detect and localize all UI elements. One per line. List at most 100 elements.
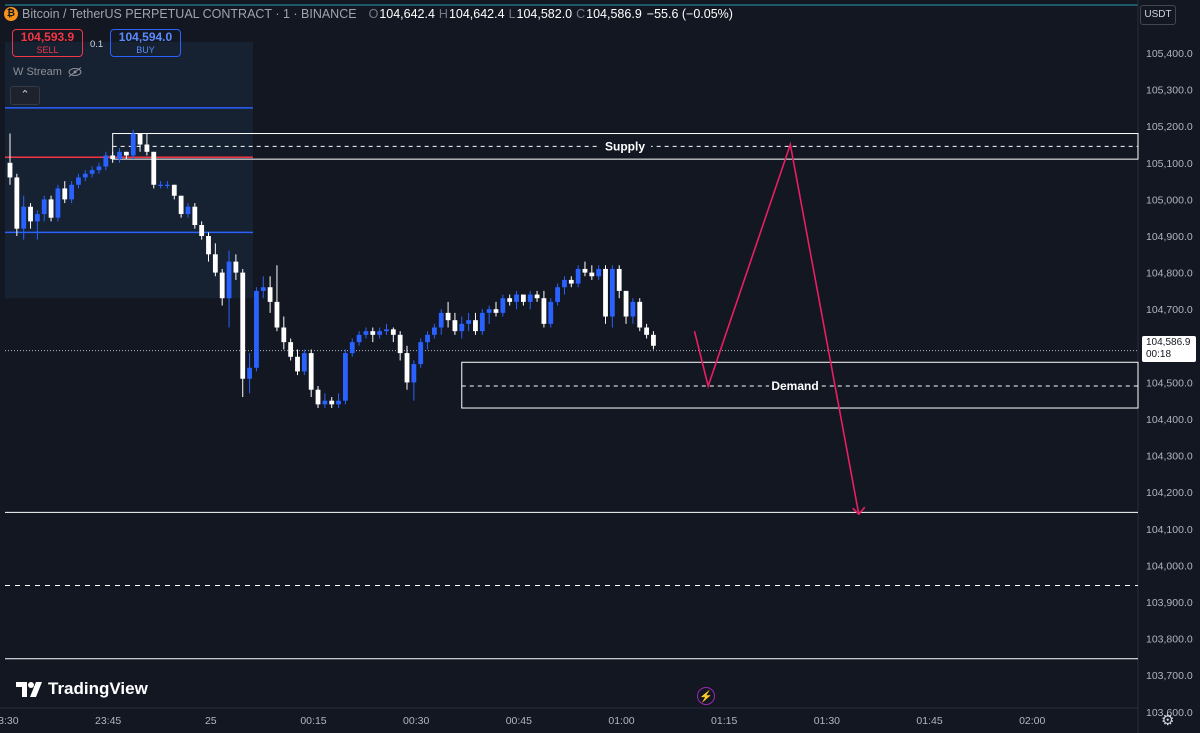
candle[interactable] bbox=[534, 290, 540, 302]
candle[interactable] bbox=[507, 294, 513, 306]
candle[interactable] bbox=[281, 316, 287, 350]
eye-hidden-icon[interactable] bbox=[68, 67, 82, 77]
candle[interactable] bbox=[609, 265, 615, 328]
candle[interactable] bbox=[7, 133, 13, 185]
candle[interactable] bbox=[349, 338, 355, 357]
candle[interactable] bbox=[630, 298, 636, 324]
candle[interactable] bbox=[623, 290, 629, 324]
candle[interactable] bbox=[185, 203, 191, 218]
candle[interactable] bbox=[206, 232, 211, 262]
candle[interactable] bbox=[158, 181, 163, 189]
projection-path[interactable] bbox=[693, 141, 860, 515]
candle[interactable] bbox=[520, 294, 526, 306]
candle[interactable] bbox=[452, 312, 458, 335]
candle[interactable] bbox=[459, 316, 465, 339]
candle[interactable] bbox=[308, 349, 314, 398]
candle[interactable] bbox=[548, 298, 554, 328]
indicator-legend[interactable]: W Stream bbox=[13, 66, 82, 78]
candle[interactable] bbox=[260, 276, 266, 299]
candle[interactable] bbox=[356, 331, 362, 346]
candle[interactable] bbox=[288, 338, 294, 361]
candle[interactable] bbox=[130, 129, 136, 160]
candle[interactable] bbox=[596, 265, 602, 280]
candle[interactable] bbox=[199, 221, 205, 240]
candle[interactable] bbox=[425, 331, 430, 350]
candle[interactable] bbox=[438, 309, 444, 335]
candle[interactable] bbox=[21, 195, 27, 240]
candle[interactable] bbox=[466, 312, 472, 332]
candle[interactable] bbox=[165, 181, 170, 189]
candle[interactable] bbox=[384, 323, 389, 335]
candle[interactable] bbox=[240, 268, 246, 398]
candle[interactable] bbox=[267, 276, 273, 313]
candle[interactable] bbox=[370, 327, 376, 343]
candle[interactable] bbox=[404, 345, 410, 390]
candle[interactable] bbox=[616, 265, 622, 299]
candle[interactable] bbox=[219, 268, 225, 306]
candle[interactable] bbox=[431, 323, 437, 339]
candle[interactable] bbox=[575, 265, 581, 288]
candle[interactable] bbox=[34, 210, 40, 240]
candle[interactable] bbox=[644, 323, 649, 339]
candle[interactable] bbox=[117, 148, 122, 163]
candle[interactable] bbox=[343, 349, 348, 405]
candle[interactable] bbox=[541, 290, 547, 328]
candle[interactable] bbox=[274, 265, 280, 332]
candle[interactable] bbox=[48, 195, 54, 222]
candle[interactable] bbox=[589, 265, 595, 280]
candle[interactable] bbox=[562, 276, 567, 295]
candle[interactable] bbox=[137, 133, 143, 152]
candle[interactable] bbox=[62, 181, 68, 204]
candle[interactable] bbox=[144, 133, 150, 156]
candle[interactable] bbox=[28, 203, 33, 229]
candle[interactable] bbox=[254, 287, 259, 372]
candle[interactable] bbox=[637, 298, 643, 332]
candle[interactable] bbox=[233, 254, 239, 280]
symbol-title[interactable]: Bitcoin / TetherUS PERPETUAL CONTRACT · … bbox=[22, 7, 357, 21]
candle[interactable] bbox=[295, 349, 300, 376]
candle[interactable] bbox=[363, 327, 369, 339]
candle[interactable] bbox=[582, 261, 588, 277]
candle[interactable] bbox=[445, 301, 451, 328]
candle[interactable] bbox=[603, 265, 608, 324]
candle[interactable] bbox=[473, 312, 478, 335]
candle[interactable] bbox=[479, 309, 485, 335]
candle[interactable] bbox=[89, 166, 95, 178]
candle[interactable] bbox=[486, 305, 492, 324]
candle[interactable] bbox=[411, 360, 417, 401]
candle[interactable] bbox=[96, 162, 102, 174]
candle[interactable] bbox=[301, 349, 307, 376]
currency-selector[interactable]: USDT bbox=[1140, 5, 1176, 25]
candle[interactable] bbox=[315, 386, 321, 409]
candle[interactable] bbox=[171, 184, 177, 200]
settings-gear-icon[interactable]: ⚙ bbox=[1161, 712, 1175, 729]
candle[interactable] bbox=[527, 290, 533, 310]
candle[interactable] bbox=[322, 393, 328, 409]
candle[interactable] bbox=[397, 331, 403, 361]
candle[interactable] bbox=[82, 170, 88, 182]
candle[interactable] bbox=[651, 331, 656, 350]
candle[interactable] bbox=[103, 151, 109, 171]
order-quantity[interactable]: 0.1 bbox=[90, 39, 104, 50]
lightning-icon[interactable]: ⚡ bbox=[697, 687, 715, 705]
candle[interactable] bbox=[336, 393, 341, 409]
candle[interactable] bbox=[514, 290, 519, 310]
sell-button[interactable]: 104,593.9 SELL bbox=[12, 29, 83, 57]
candle[interactable] bbox=[41, 195, 47, 222]
candle[interactable] bbox=[377, 327, 383, 339]
tradingview-logo[interactable]: TradingView bbox=[16, 679, 148, 699]
candle[interactable] bbox=[247, 353, 252, 394]
candle[interactable] bbox=[76, 173, 81, 189]
candle[interactable] bbox=[123, 151, 129, 160]
candle[interactable] bbox=[69, 181, 75, 204]
candle[interactable] bbox=[555, 283, 560, 306]
candle[interactable] bbox=[151, 151, 157, 189]
demand-zone[interactable] bbox=[461, 361, 1139, 409]
candle[interactable] bbox=[500, 294, 506, 317]
candle[interactable] bbox=[55, 184, 61, 222]
candle[interactable] bbox=[493, 301, 499, 317]
candle[interactable] bbox=[192, 203, 198, 229]
candle[interactable] bbox=[110, 151, 116, 163]
candle[interactable] bbox=[14, 173, 20, 236]
buy-button[interactable]: 104,594.0 BUY bbox=[110, 29, 181, 57]
